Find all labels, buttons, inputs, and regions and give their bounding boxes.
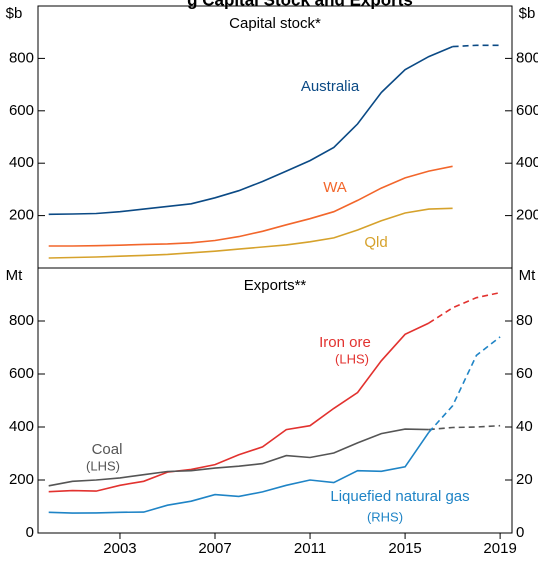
axis-note: (LHS)	[86, 458, 120, 473]
y-tick-label: 0	[26, 524, 34, 541]
y-axis-label: $b	[6, 5, 23, 22]
x-tick-label: 2019	[483, 540, 516, 557]
y-tick-label: 400	[9, 418, 34, 435]
panel-title: Exports**	[244, 277, 307, 294]
y-axis-label: Mt	[6, 267, 23, 284]
series-label: WA	[323, 179, 347, 196]
y2-tick-label: 800	[516, 49, 538, 66]
x-tick-label: 2007	[198, 540, 231, 557]
series-line	[48, 431, 430, 514]
y2-tick-label: 400	[516, 154, 538, 171]
chart-title: g Capital Stock and Exports	[187, 0, 413, 9]
y2-tick-label: 60	[516, 365, 533, 382]
y-tick-label: 400	[9, 154, 34, 171]
series-line	[48, 165, 453, 247]
y-tick-label: 600	[9, 365, 34, 382]
y2-axis-label: Mt	[519, 267, 536, 284]
x-tick-label: 2015	[388, 540, 421, 557]
series-label: Liquefied natural gas	[330, 488, 469, 505]
y2-tick-label: 80	[516, 312, 533, 329]
series-line	[48, 207, 453, 259]
series-line	[48, 322, 430, 493]
y2-axis-label: $b	[519, 5, 536, 22]
series-label: Australia	[301, 78, 360, 95]
forecast-line	[428, 336, 501, 433]
y2-tick-label: 0	[516, 524, 524, 541]
series-line	[48, 428, 429, 487]
y-tick-label: 600	[9, 102, 34, 119]
forecast-line	[428, 291, 501, 324]
y-tick-label: 800	[9, 49, 34, 66]
axis-note: (RHS)	[367, 509, 403, 524]
y2-tick-label: 600	[516, 102, 538, 119]
panel-title: Capital stock*	[229, 15, 321, 32]
y-tick-label: 200	[9, 207, 34, 224]
y2-tick-label: 20	[516, 471, 533, 488]
y2-tick-label: 40	[516, 418, 533, 435]
series-line	[48, 45, 453, 216]
series-label: Iron ore	[319, 334, 371, 351]
forecast-line	[452, 44, 501, 48]
axis-note: (LHS)	[335, 351, 369, 366]
x-tick-label: 2011	[294, 540, 326, 557]
x-tick-label: 2003	[103, 540, 136, 557]
forecast-line	[428, 424, 501, 431]
series-label: Coal	[92, 441, 123, 458]
y-tick-label: 800	[9, 312, 34, 329]
y2-tick-label: 200	[516, 207, 538, 224]
panel-frame	[37, 267, 513, 534]
series-label: Qld	[364, 234, 387, 251]
y-tick-label: 200	[9, 471, 34, 488]
